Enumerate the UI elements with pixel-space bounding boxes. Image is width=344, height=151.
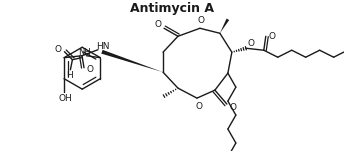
Text: Antimycin A: Antimycin A [130, 2, 214, 15]
Text: O: O [229, 103, 236, 112]
Text: O: O [55, 45, 62, 54]
Text: OH: OH [58, 94, 72, 103]
Text: O: O [197, 16, 204, 25]
Text: O: O [268, 32, 275, 41]
Text: O: O [86, 65, 94, 74]
Text: O: O [195, 102, 202, 111]
Polygon shape [101, 50, 163, 72]
Polygon shape [220, 19, 229, 33]
Text: H: H [66, 71, 73, 80]
Text: O: O [154, 20, 162, 29]
Text: O: O [247, 39, 254, 48]
Text: NH: NH [78, 48, 91, 57]
Text: HN: HN [96, 42, 110, 51]
